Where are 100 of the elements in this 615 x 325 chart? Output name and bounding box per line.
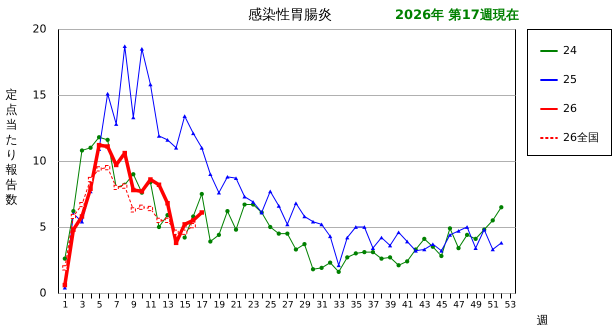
point xyxy=(456,229,461,233)
point xyxy=(285,231,290,236)
point xyxy=(456,246,461,250)
x-tick-label: 25 xyxy=(265,300,276,310)
point xyxy=(310,267,316,272)
point xyxy=(285,222,290,226)
point xyxy=(354,251,358,256)
point xyxy=(362,225,366,229)
x-tick-label: 47 xyxy=(453,300,465,310)
point xyxy=(80,148,84,153)
point xyxy=(490,248,495,252)
x-tick-label: 53 xyxy=(504,300,516,310)
point xyxy=(379,256,384,261)
point xyxy=(164,218,170,224)
point xyxy=(225,175,230,179)
point xyxy=(405,259,410,264)
point xyxy=(345,255,350,260)
point xyxy=(328,234,332,238)
point xyxy=(422,248,426,252)
point xyxy=(234,176,238,180)
point xyxy=(319,222,324,226)
point xyxy=(234,228,238,232)
x-tick-label: 23 xyxy=(248,300,260,310)
point xyxy=(174,240,178,246)
y-tick-label: 20 xyxy=(32,22,46,36)
point xyxy=(173,230,179,235)
x-tick-label: 3 xyxy=(80,300,86,310)
point xyxy=(80,220,84,224)
point xyxy=(131,188,136,192)
point xyxy=(71,209,76,214)
point xyxy=(268,224,272,230)
point xyxy=(362,250,366,254)
point xyxy=(302,242,307,246)
x-tick-label: 51 xyxy=(488,300,499,310)
x-tick-label: 33 xyxy=(333,300,345,310)
point xyxy=(216,232,222,238)
x-tick-label: 39 xyxy=(384,300,397,310)
point xyxy=(336,270,341,274)
y-tick-label: 10 xyxy=(32,154,46,168)
point xyxy=(388,244,392,248)
point xyxy=(370,250,376,254)
point xyxy=(396,263,401,268)
point xyxy=(200,192,204,196)
x-tick-label: 11 xyxy=(145,300,157,310)
point xyxy=(174,146,178,150)
point xyxy=(276,204,281,208)
x-tick-label: 49 xyxy=(470,300,482,310)
y-tick-label: 15 xyxy=(32,88,46,102)
point xyxy=(448,226,452,230)
point xyxy=(319,266,324,270)
x-tick-label: 35 xyxy=(350,300,362,310)
x-tick-label: 19 xyxy=(214,300,226,310)
x-tick-label: 21 xyxy=(230,300,242,310)
x-tick-label: 7 xyxy=(114,300,120,310)
point xyxy=(131,116,136,120)
point xyxy=(105,144,110,149)
point xyxy=(139,204,144,210)
point xyxy=(96,166,102,172)
y-tick-label: 0 xyxy=(40,286,46,300)
point xyxy=(182,230,188,235)
point xyxy=(302,214,307,218)
y-tick-label: 5 xyxy=(40,220,46,234)
point xyxy=(88,186,93,191)
point xyxy=(439,254,444,258)
point xyxy=(130,207,136,212)
point xyxy=(405,240,410,244)
point xyxy=(106,138,110,142)
chart-title: 感染性胃腸炎 xyxy=(247,6,333,24)
x-tick-label: 31 xyxy=(316,300,328,310)
point xyxy=(251,200,256,204)
point xyxy=(182,235,187,240)
x-tick-label: 43 xyxy=(419,300,431,310)
point xyxy=(190,223,196,228)
point xyxy=(439,248,444,253)
x-tick-label: 41 xyxy=(402,300,414,310)
point xyxy=(499,205,504,210)
point xyxy=(200,210,204,215)
point xyxy=(156,224,162,230)
legend-label: 26 xyxy=(563,102,577,115)
point xyxy=(208,239,212,244)
point xyxy=(499,241,504,245)
point xyxy=(156,218,162,224)
point xyxy=(106,92,110,96)
point xyxy=(148,206,154,212)
x-tick-label: 9 xyxy=(130,300,137,310)
point xyxy=(464,232,470,238)
point xyxy=(182,222,187,227)
point xyxy=(71,227,76,232)
point xyxy=(80,214,84,219)
legend-label: 24 xyxy=(563,44,577,57)
point xyxy=(182,114,187,118)
chart-subtitle: 2026年 第17週現在 xyxy=(395,7,519,24)
x-tick-label: 37 xyxy=(368,300,380,310)
point xyxy=(430,242,435,246)
point xyxy=(354,225,358,229)
point xyxy=(328,260,332,265)
point xyxy=(140,46,144,51)
point xyxy=(88,176,94,182)
point xyxy=(294,201,298,206)
point xyxy=(156,134,162,138)
